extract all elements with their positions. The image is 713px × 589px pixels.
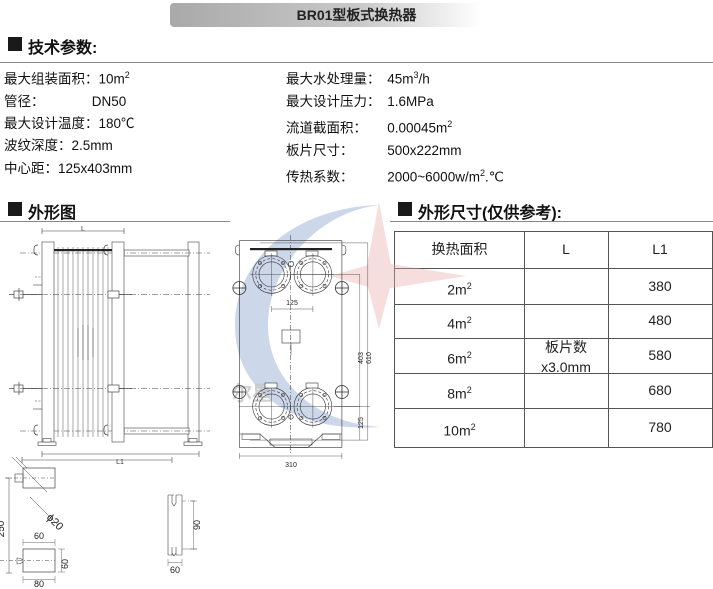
svg-text:125: 125 xyxy=(286,300,298,307)
svg-text:610: 610 xyxy=(366,352,373,364)
svg-text:60: 60 xyxy=(34,531,44,541)
svg-text:125: 125 xyxy=(358,417,365,429)
svg-text:L: L xyxy=(81,226,85,233)
svg-text:60: 60 xyxy=(170,565,180,575)
svg-text:250: 250 xyxy=(0,520,7,537)
svg-text:403: 403 xyxy=(358,352,365,364)
svg-text:ϕ20: ϕ20 xyxy=(44,512,66,534)
svg-text:60: 60 xyxy=(60,559,70,569)
svg-text:90: 90 xyxy=(192,520,202,530)
svg-text:80: 80 xyxy=(34,579,44,589)
svg-text:310: 310 xyxy=(285,462,297,469)
